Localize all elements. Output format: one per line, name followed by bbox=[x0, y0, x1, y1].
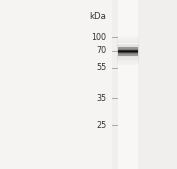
Bar bbox=[117, 45, 139, 46]
Bar bbox=[118, 51, 138, 52]
Bar bbox=[118, 53, 138, 54]
Bar bbox=[118, 0, 138, 169]
Text: 55: 55 bbox=[96, 63, 106, 72]
Text: 25: 25 bbox=[96, 120, 106, 130]
Bar bbox=[117, 52, 139, 54]
Bar bbox=[117, 41, 139, 42]
Bar bbox=[118, 50, 138, 51]
Text: 100: 100 bbox=[91, 33, 106, 42]
Bar bbox=[117, 39, 139, 41]
Bar bbox=[117, 36, 139, 38]
Bar bbox=[117, 55, 139, 57]
Bar bbox=[118, 50, 138, 51]
Bar bbox=[117, 57, 139, 58]
Bar bbox=[118, 49, 138, 50]
Bar bbox=[117, 48, 139, 49]
Bar bbox=[117, 64, 139, 65]
Bar bbox=[118, 55, 138, 56]
Bar bbox=[117, 54, 139, 55]
Bar bbox=[117, 61, 139, 63]
Bar bbox=[118, 47, 138, 48]
Bar bbox=[117, 42, 139, 43]
Bar bbox=[118, 47, 138, 48]
Text: kDa: kDa bbox=[89, 12, 106, 21]
Bar bbox=[117, 60, 139, 61]
Bar bbox=[112, 0, 177, 169]
Bar bbox=[117, 51, 139, 52]
Bar bbox=[118, 54, 138, 55]
Bar bbox=[117, 38, 139, 39]
Bar bbox=[118, 52, 138, 53]
Bar bbox=[117, 58, 139, 60]
Bar bbox=[118, 46, 138, 47]
Bar bbox=[118, 48, 138, 49]
Bar bbox=[117, 49, 139, 51]
Bar bbox=[118, 54, 138, 55]
Bar bbox=[117, 46, 139, 48]
Bar bbox=[117, 63, 139, 64]
Bar bbox=[117, 44, 139, 45]
Bar bbox=[118, 49, 138, 50]
Text: 70: 70 bbox=[96, 46, 106, 55]
Text: 35: 35 bbox=[96, 93, 106, 103]
Bar bbox=[118, 53, 138, 54]
